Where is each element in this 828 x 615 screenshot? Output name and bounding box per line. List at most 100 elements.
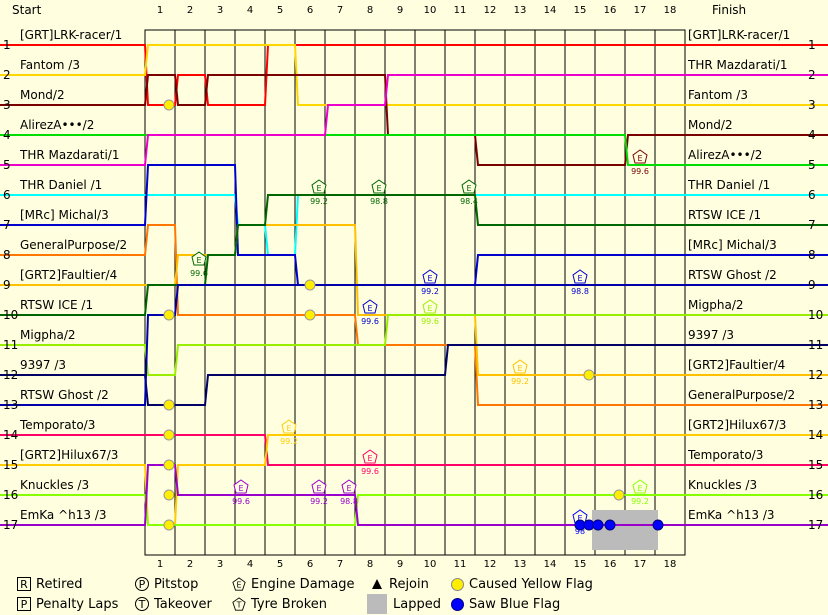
finish-driver-label: GeneralPurpose/2 xyxy=(688,388,795,402)
legend-pitstop-label: Pitstop xyxy=(154,576,199,592)
lap-tick-label-top: 16 xyxy=(604,5,617,16)
legend-engine-label: Engine Damage xyxy=(251,576,355,592)
engine-damage-glyph: E xyxy=(367,454,372,463)
engine-damage-icon xyxy=(191,251,207,266)
start-driver-label: THR Daniel /1 xyxy=(19,178,102,192)
lap-tick-label-bottom: 4 xyxy=(247,559,253,570)
engine-damage-mark: E 99.6 xyxy=(232,479,250,506)
engine-damage-value: 98.8 xyxy=(370,197,388,206)
start-driver-label: Knuckles /3 xyxy=(20,478,89,492)
series-line xyxy=(0,434,828,466)
start-driver-label: RTSW ICE /1 xyxy=(20,298,93,312)
finish-driver-label: [GRT2]Faultier/4 xyxy=(688,358,785,372)
legend-tyre: T Tyre Broken xyxy=(232,594,327,614)
engine-damage-icon xyxy=(422,299,438,314)
engine-damage-mark: E 99.2 xyxy=(310,179,328,206)
finish-driver-label: [GRT]LRK-racer/1 xyxy=(688,28,790,42)
lap-tick-label-bottom: 16 xyxy=(604,559,617,570)
position-label-right: 13 xyxy=(808,398,823,412)
position-label-right: 7 xyxy=(808,218,816,232)
blue-flag-mark xyxy=(604,519,616,531)
lap-tick-label-bottom: 7 xyxy=(337,559,343,570)
lap-tick-label-bottom: 15 xyxy=(574,559,587,570)
start-driver-label: AlirezA•••/2 xyxy=(20,118,94,132)
penalty-icon: P xyxy=(17,597,31,611)
svg-text:E: E xyxy=(237,581,242,590)
position-label-left: 2 xyxy=(3,68,11,82)
engine-damage-icon xyxy=(572,269,588,284)
start-driver-label: GeneralPurpose/2 xyxy=(20,238,127,252)
position-label-left: 17 xyxy=(3,518,18,532)
engine-damage-mark: E 99.2 xyxy=(280,419,298,446)
engine-damage-icon xyxy=(371,179,387,194)
engine-damage-icon xyxy=(362,449,378,464)
position-label-left: 13 xyxy=(3,398,18,412)
engine-damage-value: 98.4 xyxy=(460,197,478,206)
lapped-region xyxy=(592,510,658,550)
engine-damage-glyph: E xyxy=(517,364,522,373)
engine-damage-mark: E 98.8 xyxy=(340,479,358,506)
finish-driver-label: AlirezA•••/2 xyxy=(688,148,762,162)
axis-labels: 1122334455667788991010111112121313141415… xyxy=(3,5,823,570)
position-label-right: 8 xyxy=(808,248,816,262)
engine-damage-glyph: E xyxy=(316,184,321,193)
position-label-right: 2 xyxy=(808,68,816,82)
engine-damage-mark: E 98.4 xyxy=(460,179,478,206)
legend-penalty: P Penalty Laps xyxy=(17,594,118,614)
finish-driver-label: [GRT2]Hilux67/3 xyxy=(688,418,786,432)
start-driver-label: [GRT]LRK-racer/1 xyxy=(20,28,122,42)
engine-damage-icon xyxy=(461,179,477,194)
position-label-left: 9 xyxy=(3,278,11,292)
lap-tick-label-top: 6 xyxy=(307,5,313,16)
engine-damage-value: 99.6 xyxy=(232,497,250,506)
finish-driver-label: Migpha/2 xyxy=(688,298,744,312)
engine-damage-icon xyxy=(311,179,327,194)
rejoin-icon xyxy=(372,579,382,589)
engine-damage-mark: E 99.6 xyxy=(361,299,379,326)
finish-driver-label: [MRc] Michal/3 xyxy=(688,238,777,252)
position-label-left: 8 xyxy=(3,248,11,262)
legend-retired-label: Retired xyxy=(36,576,83,592)
yellow-flag-mark xyxy=(163,459,175,471)
series-line xyxy=(0,44,828,106)
position-label-right: 9 xyxy=(808,278,816,292)
lap-tick-label-top: 10 xyxy=(424,5,437,16)
lapped-regions xyxy=(592,510,658,550)
lap-tick-label-top: 3 xyxy=(217,5,223,16)
legend-lapped-label: Lapped xyxy=(393,596,441,612)
legend-blue-label: Saw Blue Flag xyxy=(469,596,561,612)
legend-blue: Saw Blue Flag xyxy=(451,594,560,614)
finish-driver-label: RTSW Ghost /2 xyxy=(688,268,777,282)
engine-damage-mark: E 99.2 xyxy=(511,359,529,386)
engine-damage-icon xyxy=(512,359,528,374)
position-label-left: 1 xyxy=(3,38,11,52)
position-label-right: 4 xyxy=(808,128,816,142)
position-label-right: 10 xyxy=(808,308,823,322)
legend-rejoin: Rejoin xyxy=(370,574,429,594)
engine-damage-icon xyxy=(632,149,648,164)
engine-damage-value: 99.6 xyxy=(421,317,439,326)
lap-tick-label-bottom: 11 xyxy=(454,559,467,570)
finish-driver-label: 9397 /3 xyxy=(688,328,734,342)
engine-damage-value: 99.2 xyxy=(511,377,529,386)
start-driver-label: 9397 /3 xyxy=(20,358,66,372)
engine-damage-glyph: E xyxy=(367,304,372,313)
series-line xyxy=(0,194,828,316)
retired-icon: R xyxy=(17,577,31,591)
finish-driver-label: EmKa ^h13 /3 xyxy=(688,508,775,522)
start-driver-label: [MRc] Michal/3 xyxy=(20,208,109,222)
start-driver-label: EmKa ^h13 /3 xyxy=(20,508,107,522)
lap-tick-label-bottom: 12 xyxy=(484,559,497,570)
legend-yellow: Caused Yellow Flag xyxy=(451,574,593,594)
lap-tick-label-top: 5 xyxy=(277,5,283,16)
legend-yellow-label: Caused Yellow Flag xyxy=(469,576,593,592)
position-label-left: 11 xyxy=(3,338,18,352)
lap-tick-label-bottom: 18 xyxy=(664,559,677,570)
lap-tick-label-bottom: 2 xyxy=(187,559,193,570)
series-line xyxy=(0,284,828,406)
lap-tick-label-bottom: 13 xyxy=(514,559,527,570)
lap-tick-label-top: 2 xyxy=(187,5,193,16)
lap-tick-label-bottom: 9 xyxy=(397,559,403,570)
position-label-left: 10 xyxy=(3,308,18,322)
